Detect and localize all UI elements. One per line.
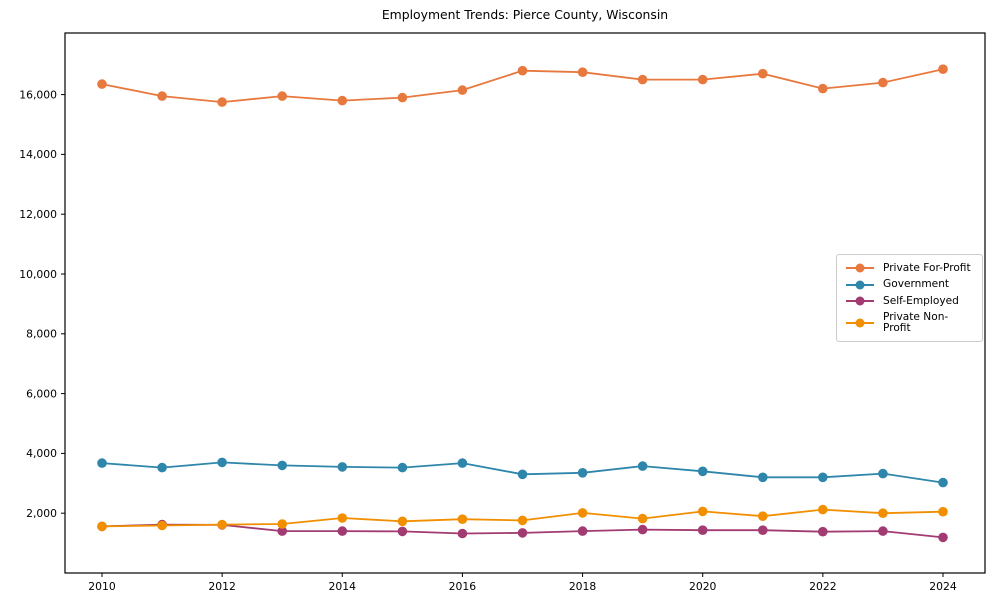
y-tick-label: 4,000 [26, 447, 57, 460]
data-point-government [157, 462, 167, 473]
x-tick-label: 2024 [929, 580, 957, 593]
data-point-private-non-profit [938, 506, 948, 517]
data-point-self-employed [637, 524, 648, 535]
x-tick-label: 2020 [689, 580, 717, 593]
data-point-government [938, 477, 948, 488]
data-point-private-non-profit [457, 514, 468, 524]
data-point-government [577, 468, 588, 478]
data-point-self-employed [397, 526, 408, 537]
data-point-government [637, 461, 648, 471]
x-tick-label: 2018 [569, 580, 597, 593]
legend-label: Private Non-Profit [883, 310, 949, 334]
data-point-private-for-profit [697, 74, 708, 85]
data-point-private-non-profit [397, 516, 408, 527]
y-tick-label: 10,000 [19, 268, 57, 281]
data-point-government [878, 468, 888, 479]
data-point-self-employed [818, 526, 828, 537]
legend-item-government: Government [846, 279, 973, 290]
data-point-private-non-profit [577, 508, 588, 518]
data-point-private-for-profit [577, 67, 588, 77]
data-point-government [697, 466, 708, 477]
data-point-self-employed [938, 532, 948, 543]
data-point-private-for-profit [818, 83, 828, 94]
data-point-government [277, 460, 288, 471]
legend-item-private-non-profit: Private Non-Profit [846, 312, 973, 333]
data-point-private-non-profit [758, 511, 768, 521]
legend: Private For-Profit Government Self-Employe… [836, 254, 983, 342]
y-tick-label: 8,000 [26, 328, 57, 341]
data-point-private-non-profit [337, 513, 348, 523]
data-point-private-for-profit [878, 77, 888, 88]
legend-dot-icon [855, 318, 865, 327]
legend-item-self-employed: Self-Employed [846, 294, 973, 307]
data-point-self-employed [277, 526, 288, 536]
data-point-private-non-profit [637, 513, 648, 524]
data-point-private-non-profit [217, 519, 227, 530]
data-point-private-for-profit [157, 91, 167, 101]
legend-label: Government [883, 278, 950, 291]
y-tick-label: 14,000 [19, 148, 57, 161]
data-point-private-for-profit [938, 64, 948, 74]
data-point-government [97, 458, 107, 468]
data-point-private-non-profit [157, 520, 167, 531]
data-point-private-for-profit [97, 79, 107, 89]
data-point-private-non-profit [517, 515, 528, 526]
data-point-private-for-profit [397, 92, 408, 103]
data-point-private-for-profit [517, 65, 528, 76]
x-tick-label: 2012 [208, 580, 235, 593]
data-point-self-employed [577, 526, 588, 536]
x-tick-label: 2010 [88, 580, 116, 593]
y-tick-label: 12,000 [19, 208, 57, 221]
data-point-private-non-profit [818, 504, 828, 515]
data-point-government [217, 457, 227, 468]
legend-marker-icon [846, 263, 874, 273]
legend-item-private-for-profit: Private For-Profit [846, 263, 973, 274]
x-tick-label: 2014 [329, 580, 357, 593]
data-point-private-for-profit [277, 91, 288, 101]
data-point-government [758, 472, 768, 483]
data-point-government [457, 458, 468, 468]
legend-marker-icon [846, 296, 874, 306]
chart-title: Employment Trends: Pierce County, Wiscon… [381, 7, 669, 22]
legend-marker-icon [846, 280, 874, 290]
y-tick-label: 2,000 [26, 507, 57, 520]
data-point-self-employed [758, 525, 768, 535]
legend-label: Self-Employed [883, 294, 959, 307]
data-point-private-for-profit [337, 95, 348, 106]
data-point-private-for-profit [758, 68, 768, 79]
plot-border [64, 32, 986, 574]
data-point-self-employed [337, 526, 348, 536]
data-point-government [517, 469, 528, 480]
y-tick-label: 16,000 [19, 88, 57, 101]
legend-dot-icon [855, 296, 865, 306]
data-point-self-employed [517, 528, 528, 538]
data-point-self-employed [457, 528, 468, 539]
data-point-private-for-profit [457, 85, 468, 95]
x-tick-label: 2016 [449, 580, 477, 593]
data-point-private-non-profit [97, 521, 107, 532]
data-point-government [337, 462, 348, 472]
legend-dot-icon [855, 280, 865, 290]
data-point-private-non-profit [697, 506, 708, 517]
data-point-private-non-profit [878, 508, 888, 518]
data-point-private-for-profit [637, 74, 648, 85]
y-tick-label: 6,000 [26, 387, 57, 400]
data-point-government [397, 462, 408, 473]
data-point-private-for-profit [217, 97, 227, 107]
data-point-government [818, 472, 828, 483]
legend-marker-icon [846, 318, 874, 327]
legend-label: Private For-Profit [883, 261, 971, 274]
data-point-self-employed [878, 526, 888, 536]
legend-dot-icon [855, 263, 865, 273]
data-point-private-non-profit [277, 519, 288, 529]
x-tick-label: 2022 [809, 580, 836, 593]
data-point-self-employed [697, 525, 708, 535]
